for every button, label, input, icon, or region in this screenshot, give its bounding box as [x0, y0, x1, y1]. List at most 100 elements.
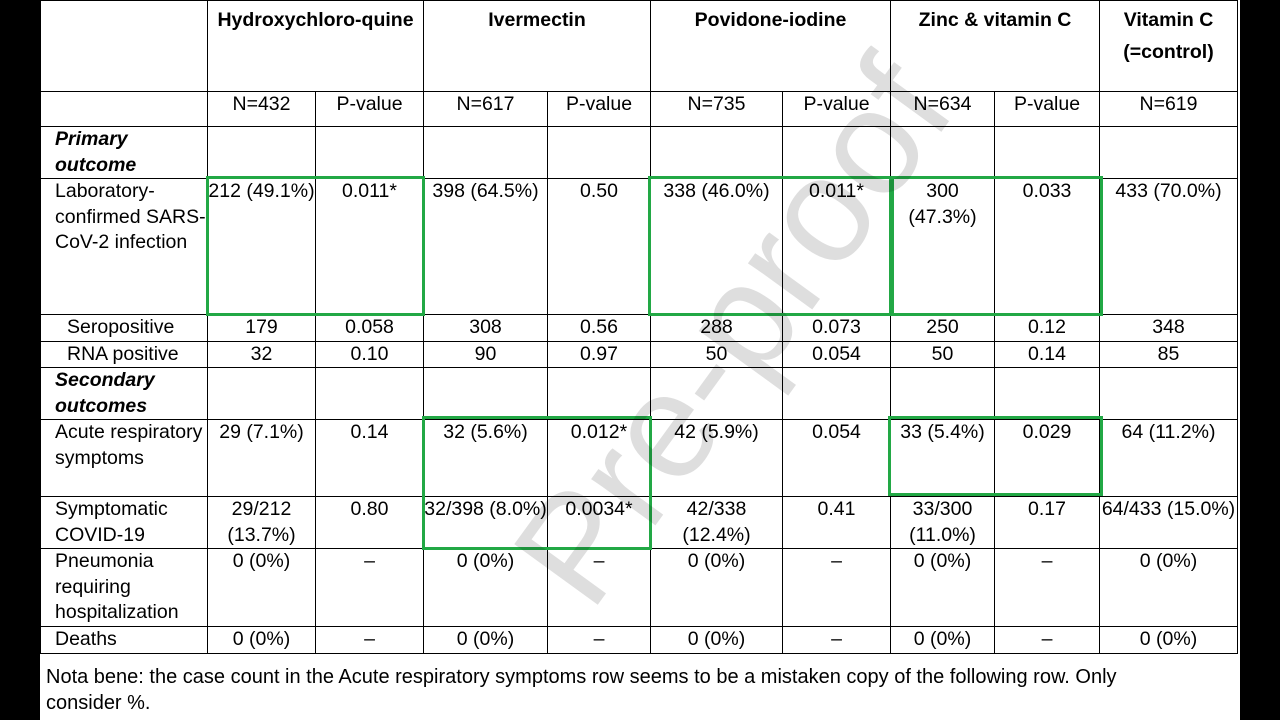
count-cell: 300 (47.3%) [890, 178, 995, 315]
count-cell: 64 (11.2%) [1099, 419, 1238, 497]
count-cell: 29/212 (13.7%) [207, 496, 316, 549]
n-cell: N=619 [1099, 91, 1238, 127]
pvalue-cell: 0.054 [782, 419, 891, 497]
row-label: RNA positive [40, 340, 208, 368]
count-cell: 250 [890, 314, 995, 342]
group-header: Povidone-iodine [650, 0, 891, 92]
count-cell: 0 (0%) [650, 625, 783, 654]
n-cell: N=617 [423, 91, 548, 127]
count-cell: 348 [1099, 314, 1238, 342]
count-cell: 288 [650, 314, 783, 342]
table-row: Deaths 0 (0%) –0 (0%) –0 (0%) –0 (0%) –0 (0%) [40, 625, 1238, 654]
table-row: Pneumonia requiring hospitalization 0 (0%… [40, 548, 1238, 627]
count-cell: 0 (0%) [1099, 548, 1238, 627]
count-cell: 212 (49.1%) [207, 178, 316, 315]
section-header: Primary outcome [40, 126, 208, 179]
count-cell: 90 [423, 340, 548, 368]
pvalue-cell: 0.12 [994, 314, 1100, 342]
pvalue-cell: 0.80 [315, 496, 424, 549]
pvalue-cell: 0.012* [547, 419, 651, 497]
pvalue-cell: 0.073 [782, 314, 891, 342]
group-header: Hydroxychloro-quine [207, 0, 424, 92]
pvalue-cell: – [782, 548, 891, 627]
count-cell: 50 [890, 340, 995, 368]
count-cell: 29 (7.1%) [207, 419, 316, 497]
pvalue-cell: – [315, 625, 424, 654]
pvalue-cell: 0.0034* [547, 496, 651, 549]
table-row: Laboratory-confirmed SARS-CoV-2 infectio… [40, 178, 1238, 315]
pvalue-cell: – [994, 548, 1100, 627]
row-label: Acute respiratory symptoms [40, 419, 208, 497]
count-cell: 398 (64.5%) [423, 178, 548, 315]
pvalue-cell: – [994, 625, 1100, 654]
table-row: Acute respiratory symptoms 29 (7.1%) 0.14 3… [40, 419, 1238, 497]
section-row-primary: Primary outcome [40, 126, 1238, 179]
pvalue-cell: 0.97 [547, 340, 651, 368]
group-header-control: Vitamin C (=control) [1099, 0, 1238, 92]
results-table: Hydroxychloro-quine Ivermectin Povidone-… [40, 0, 1238, 654]
count-cell: 179 [207, 314, 316, 342]
pvalue-cell: – [315, 548, 424, 627]
group-header: Vitamin C [1123, 9, 1214, 31]
row-label: Deaths [40, 625, 208, 654]
pvalue-cell: 0.17 [994, 496, 1100, 549]
row-label: Pneumonia requiring hospitalization [40, 548, 208, 627]
group-header: Zinc & vitamin C [890, 0, 1100, 92]
group-header-row: Hydroxychloro-quine Ivermectin Povidone-… [40, 0, 1238, 92]
count-cell: 433 (70.0%) [1099, 178, 1238, 315]
count-cell: 0 (0%) [1099, 625, 1238, 654]
pvalue-cell: 0.033 [994, 178, 1100, 315]
pvalue-cell: – [547, 548, 651, 627]
count-cell: 50 [650, 340, 783, 368]
n-cell: N=735 [650, 91, 783, 127]
empty-cell [40, 91, 208, 127]
pvalue-header: P-value [782, 91, 891, 127]
n-cell: N=634 [890, 91, 995, 127]
count-cell: 308 [423, 314, 548, 342]
count-cell: 0 (0%) [207, 548, 316, 627]
table-row: Symptomatic COVID-19 29/212 (13.7%) 0.80 32… [40, 496, 1238, 549]
count-cell: 42/338 (12.4%) [650, 496, 783, 549]
pvalue-cell: 0.56 [547, 314, 651, 342]
group-header: Ivermectin [423, 0, 651, 92]
pvalue-cell: 0.41 [782, 496, 891, 549]
row-label: Symptomatic COVID-19 [40, 496, 208, 549]
count-cell: 85 [1099, 340, 1238, 368]
corner-cell [40, 0, 208, 92]
section-row-secondary: Secondary outcomes [40, 367, 1238, 420]
pvalue-header: P-value [315, 91, 424, 127]
footnote: Nota bene: the case count in the Acute r… [46, 666, 1117, 714]
pvalue-cell: 0.029 [994, 419, 1100, 497]
count-cell: 64/433 (15.0%) [1099, 496, 1238, 549]
document-page: Hydroxychloro-quine Ivermectin Povidone-… [40, 0, 1240, 720]
section-header: Secondary outcomes [40, 367, 208, 420]
pvalue-cell: – [547, 625, 651, 654]
table-row: Seropositive 179 0.058 308 0.56 288 0.073 250 0.… [40, 314, 1238, 342]
count-cell: 0 (0%) [207, 625, 316, 654]
count-cell: 0 (0%) [650, 548, 783, 627]
count-cell: 0 (0%) [890, 548, 995, 627]
pvalue-cell: 0.058 [315, 314, 424, 342]
pvalue-cell: – [782, 625, 891, 654]
pvalue-header: P-value [994, 91, 1100, 127]
n-cell: N=432 [207, 91, 316, 127]
pvalue-cell: 0.054 [782, 340, 891, 368]
table-row: RNA positive 32 0.10 90 0.97 50 0.054 50 0.14 85 [40, 340, 1238, 368]
pvalue-cell: 0.50 [547, 178, 651, 315]
count-cell: 32 [207, 340, 316, 368]
count-cell: 32 (5.6%) [423, 419, 548, 497]
control-note: (=control) [1123, 41, 1214, 63]
pvalue-cell: 0.011* [782, 178, 891, 315]
count-cell: 0 (0%) [423, 548, 548, 627]
pvalue-cell: 0.011* [315, 178, 424, 315]
n-row: N=432 P-value N=617 P-value N=735 P-valu… [40, 91, 1238, 127]
count-cell: 33 (5.4%) [890, 419, 995, 497]
count-cell: 338 (46.0%) [650, 178, 783, 315]
row-label: Laboratory-confirmed SARS-CoV-2 infectio… [40, 178, 208, 315]
count-cell: 0 (0%) [423, 625, 548, 654]
count-cell: 42 (5.9%) [650, 419, 783, 497]
pvalue-cell: 0.14 [994, 340, 1100, 368]
count-cell: 33/300 (11.0%) [890, 496, 995, 549]
pvalue-cell: 0.10 [315, 340, 424, 368]
pvalue-header: P-value [547, 91, 651, 127]
